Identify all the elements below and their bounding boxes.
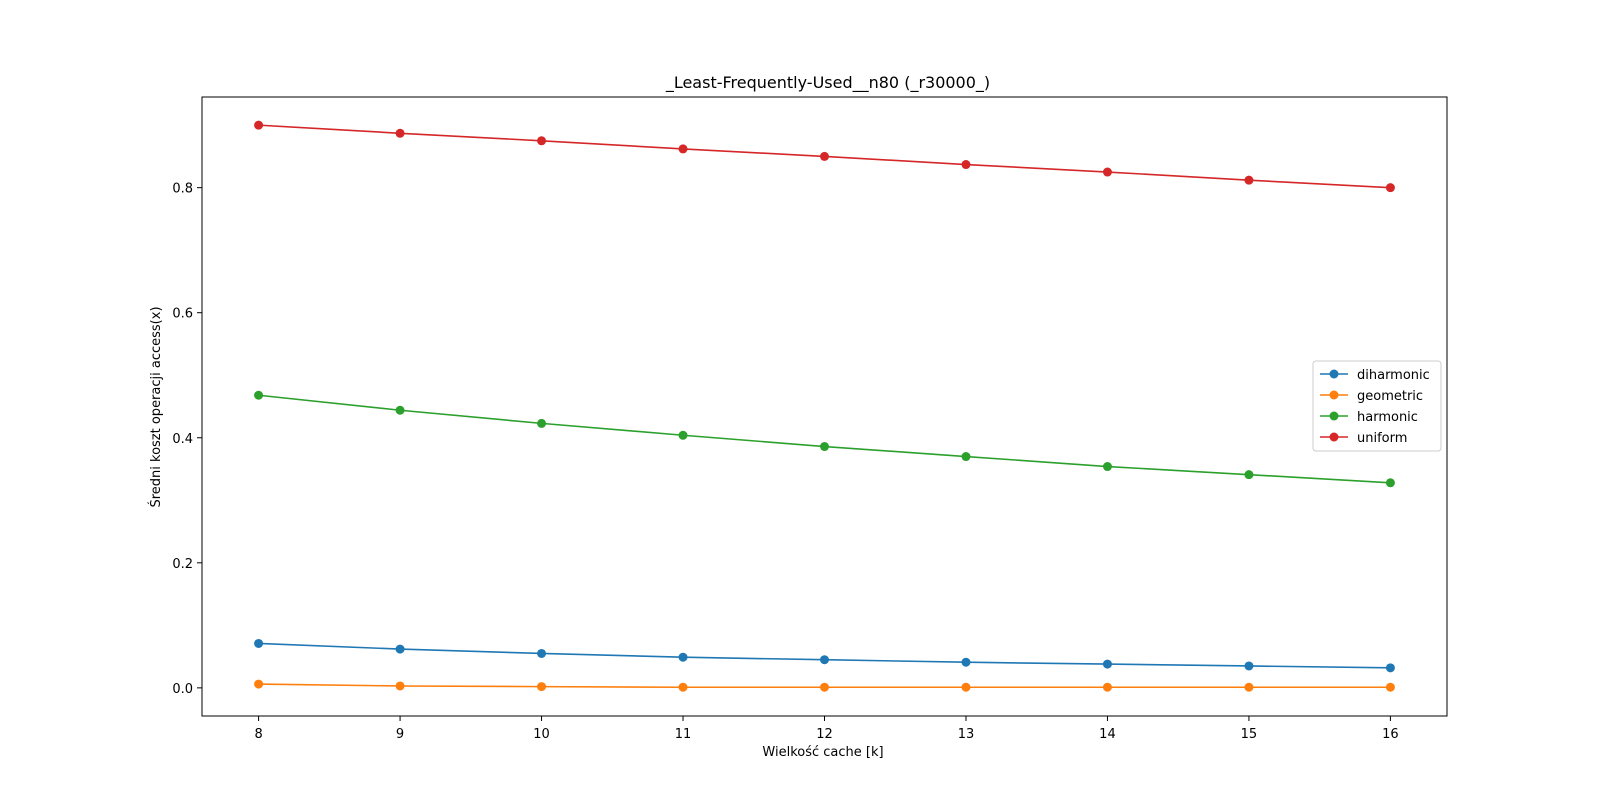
- data-point-harmonic: [678, 430, 688, 440]
- legend-marker-uniform: [1329, 432, 1339, 442]
- x-tick-label: 15: [1241, 727, 1258, 742]
- data-point-uniform: [820, 151, 829, 161]
- data-point-diharmonic: [678, 652, 688, 662]
- legend-marker-geometric: [1329, 390, 1339, 400]
- data-point-uniform: [1385, 183, 1395, 193]
- series-line-harmonic: [258, 394, 1391, 484]
- x-tick-label: 11: [675, 727, 692, 742]
- data-point-harmonic: [1244, 470, 1254, 480]
- x-tick-label: 13: [958, 727, 975, 742]
- y-tick-label: 0.8: [172, 182, 193, 197]
- data-point-harmonic: [537, 418, 547, 428]
- data-point-geometric: [1102, 682, 1112, 692]
- chart-title: _Least-Frequently-Used__n80 (_r30000_): [665, 73, 990, 93]
- legend-marker-harmonic: [1329, 411, 1339, 421]
- data-point-geometric: [1244, 682, 1254, 692]
- data-point-geometric: [820, 682, 829, 692]
- data-point-harmonic: [820, 442, 829, 452]
- x-tick-label: 16: [1382, 727, 1399, 742]
- data-point-geometric: [678, 682, 688, 692]
- data-point-diharmonic: [254, 638, 264, 648]
- legend-label-geometric: geometric: [1357, 389, 1423, 404]
- legend-box: [1312, 360, 1442, 452]
- data-point-geometric: [1385, 682, 1395, 692]
- data-point-harmonic: [1102, 462, 1112, 472]
- data-point-geometric: [254, 679, 264, 689]
- y-axis-title: Średni koszt operacji access(x): [148, 306, 164, 507]
- data-point-uniform: [1102, 167, 1112, 177]
- legend: diharmonic geometric harmonic uniform: [1312, 360, 1442, 452]
- data-point-harmonic: [254, 390, 264, 400]
- data-point-diharmonic: [820, 655, 829, 665]
- data-point-geometric: [395, 681, 405, 691]
- y-tick-label: 0.2: [172, 557, 193, 572]
- data-point-diharmonic: [1102, 659, 1112, 669]
- x-axis-title: Wielkość cache [k]: [762, 745, 883, 760]
- data-point-uniform: [395, 128, 405, 138]
- data-point-harmonic: [395, 405, 405, 415]
- legend-label-harmonic: harmonic: [1357, 410, 1418, 425]
- data-point-harmonic: [1385, 478, 1395, 488]
- data-point-uniform: [254, 120, 264, 130]
- data-point-uniform: [537, 136, 547, 146]
- y-tick-label: 0.6: [172, 307, 193, 322]
- legend-label-uniform: uniform: [1357, 431, 1407, 446]
- data-point-harmonic: [961, 452, 971, 462]
- x-tick-label: 12: [816, 727, 833, 742]
- y-tick-label: 0.4: [172, 432, 193, 447]
- x-tick-label: 14: [1099, 727, 1116, 742]
- data-point-diharmonic: [1244, 661, 1254, 671]
- legend-marker-diharmonic: [1329, 369, 1339, 379]
- legend-label-diharmonic: diharmonic: [1357, 368, 1430, 383]
- data-point-diharmonic: [961, 657, 971, 667]
- x-tick-label: 10: [533, 727, 550, 742]
- y-tick-label: 0.0: [172, 682, 193, 697]
- plot-area: 8 9 10 11 12 13 14 15 16 0.0 0.2 0.4 0.6 0.8: [172, 96, 1448, 742]
- data-point-diharmonic: [1385, 663, 1395, 673]
- data-point-diharmonic: [537, 648, 547, 658]
- data-point-uniform: [961, 160, 971, 170]
- data-point-geometric: [961, 682, 971, 692]
- data-point-diharmonic: [395, 644, 405, 654]
- data-point-uniform: [678, 144, 688, 154]
- data-point-geometric: [537, 682, 547, 692]
- data-point-uniform: [1244, 175, 1254, 185]
- x-tick-label: 9: [396, 727, 404, 742]
- x-tick-label: 8: [254, 727, 262, 742]
- axes-frame: [201, 96, 1448, 717]
